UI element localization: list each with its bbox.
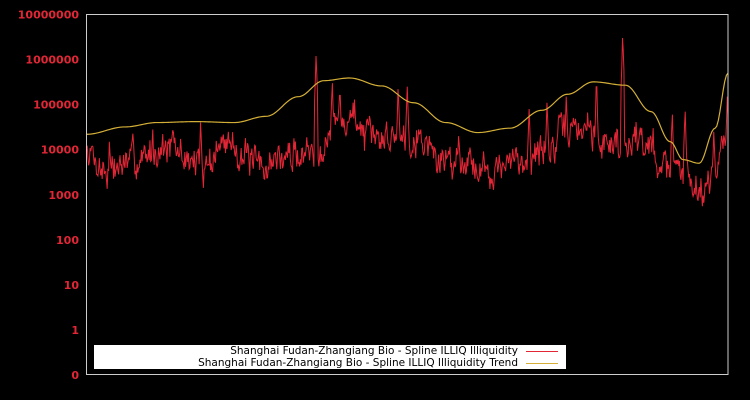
y-tick-label: 10000000 <box>18 9 80 22</box>
plot-series <box>86 38 729 207</box>
plot-frame <box>86 14 729 375</box>
legend-item-illiquidity-trend: Shanghai Fudan-Zhangiang Bio - Spline IL… <box>198 357 558 369</box>
y-tick-label: 10 <box>64 279 80 292</box>
legend-swatch-gold <box>526 362 558 364</box>
legend-label: Shanghai Fudan-Zhangiang Bio - Spline IL… <box>198 357 518 369</box>
y-tick-label: 1 <box>71 324 79 337</box>
legend-swatch-red <box>526 350 558 352</box>
legend-label: Shanghai Fudan-Zhangiang Bio - Spline IL… <box>230 345 518 357</box>
legend-item-illiquidity: Shanghai Fudan-Zhangiang Bio - Spline IL… <box>230 345 558 357</box>
y-tick-label: 1000 <box>48 189 79 202</box>
y-tick-label: 0 <box>71 369 79 382</box>
illiquidity-trend-line <box>86 72 729 164</box>
y-tick-label: 100000 <box>33 99 79 112</box>
y-tick-label: 10000 <box>41 144 80 157</box>
illiquidity-line <box>86 38 729 207</box>
y-tick-label: 1000000 <box>25 54 79 67</box>
chart-legend: Shanghai Fudan-Zhangiang Bio - Spline IL… <box>94 345 566 369</box>
y-tick-label: 100 <box>56 234 79 247</box>
